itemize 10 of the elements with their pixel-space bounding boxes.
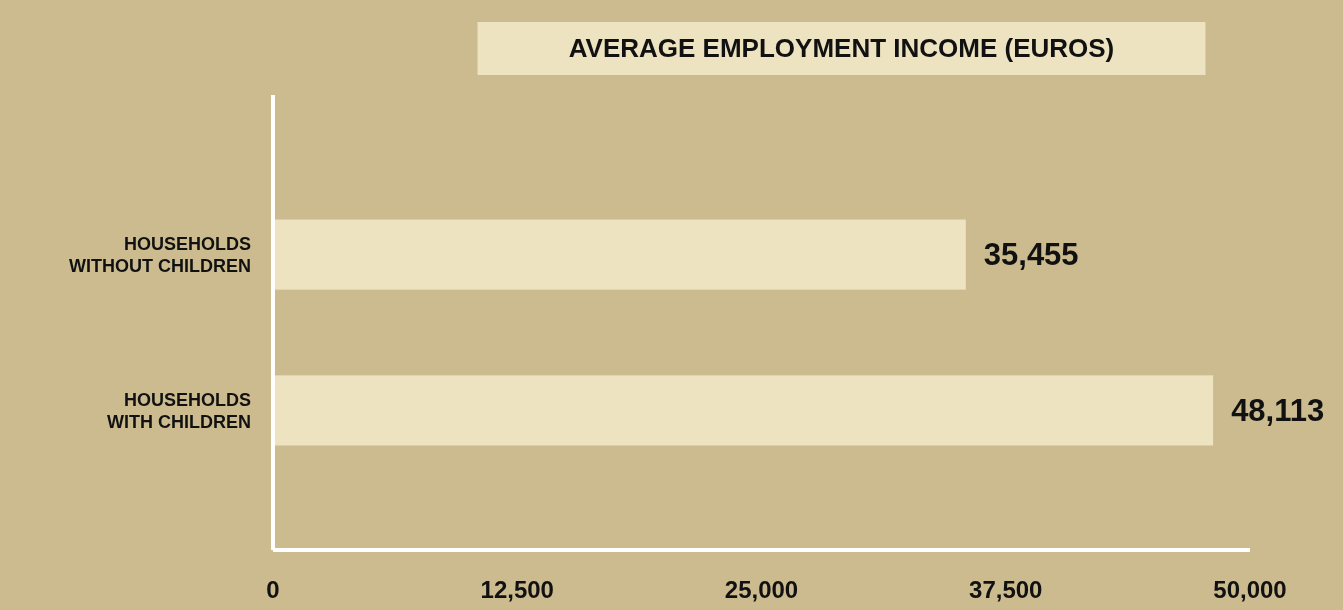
data-label: 35,455 xyxy=(983,237,1079,273)
y-tick-label: HOUSEHOLDS WITH CHILDREN xyxy=(107,389,251,432)
x-tick-label: 25,000 xyxy=(724,576,799,603)
x-tick-label: 12,500 xyxy=(480,576,554,603)
x-tick-label: 50,000 xyxy=(1213,576,1287,603)
x-tick-label: 0 xyxy=(266,576,280,603)
chart-title: AVERAGE EMPLOYMENT INCOME (EUROS) xyxy=(568,33,1115,64)
data-label: 48,113 xyxy=(1231,393,1325,429)
x-tick-label: 37,500 xyxy=(969,576,1043,603)
y-tick-label: HOUSEHOLDS WITHOUT CHILDREN xyxy=(69,233,251,276)
